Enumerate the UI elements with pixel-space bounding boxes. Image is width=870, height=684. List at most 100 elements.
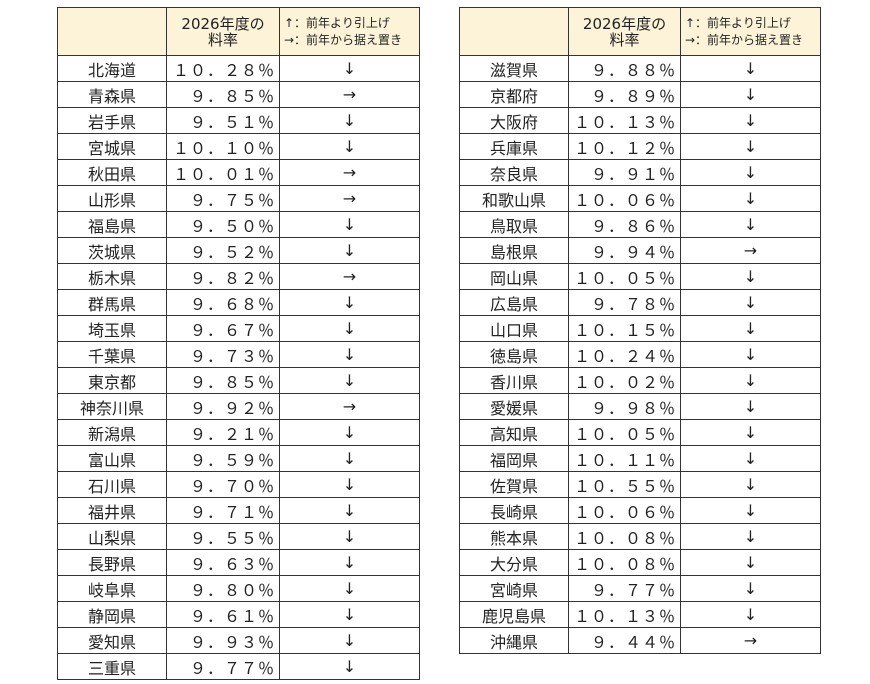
rate: １０．１１％: [568, 445, 681, 472]
header-text: →：前年から据え置き: [284, 32, 403, 47]
prefecture: 宮城県: [57, 133, 167, 160]
prefecture: 新潟県: [57, 419, 167, 446]
rate: ９．７７％: [568, 575, 681, 602]
prefecture: 兵庫県: [459, 133, 569, 160]
prefecture: 大分県: [459, 549, 569, 576]
change: ↓: [279, 289, 420, 316]
data-row: 石川県 ９．７０％ ↓: [57, 471, 420, 498]
header-cell: [57, 7, 167, 56]
prefecture: 福岡県: [459, 445, 569, 472]
data-row: 三重県 ９．７７％ ↓: [57, 653, 420, 680]
change: ↓: [680, 445, 821, 472]
data-row: 高知県 １０．０５％ ↓: [459, 419, 821, 446]
data-row: 群馬県 ９．６８％ ↓: [57, 289, 420, 316]
rate: ９．６１％: [166, 601, 280, 628]
rate: １０．０６％: [568, 185, 681, 212]
data-row: 岡山県 １０．０５％ ↓: [459, 263, 821, 290]
data-row: 東京都 ９．８５％ ↓: [57, 367, 420, 394]
rate: ９．６７％: [166, 315, 280, 342]
data-row: 福岡県 １０．１１％ ↓: [459, 445, 821, 472]
data-row: 宮崎県 ９．７７％ ↓: [459, 575, 821, 602]
prefecture: 石川県: [57, 471, 167, 498]
rate: ９．９３％: [166, 627, 280, 654]
data-row: 大阪府 １０．１３％ ↓: [459, 107, 821, 134]
rate: ９．８８％: [568, 55, 681, 82]
rate: ９．７０％: [166, 471, 280, 498]
data-row: 鹿児島県 １０．１３％ ↓: [459, 601, 821, 628]
rate: ９．７１％: [166, 497, 280, 524]
rate: ９．５０％: [166, 211, 280, 238]
change: →: [279, 81, 420, 108]
data-row: 奈良県 ９．９１％ ↓: [459, 159, 821, 186]
prefecture: 岩手県: [57, 107, 167, 134]
change: ↓: [279, 497, 420, 524]
rate: ９．８５％: [166, 81, 280, 108]
data-row: 熊本県 １０．０８％ ↓: [459, 523, 821, 550]
rate: １０．２４％: [568, 341, 681, 368]
data-row: 京都府 ９．８９％ ↓: [459, 81, 821, 108]
change: ↓: [279, 237, 420, 264]
prefecture: 佐賀県: [459, 471, 569, 498]
prefecture: 山口県: [459, 315, 569, 342]
change: ↓: [680, 55, 821, 82]
header-text: 料率: [207, 30, 238, 49]
prefecture: 愛媛県: [459, 393, 569, 420]
data-row: 和歌山県 １０．０６％ ↓: [459, 185, 821, 212]
rate: ９．５５％: [166, 523, 280, 550]
change: ↓: [279, 419, 420, 446]
data-row: 茨城県 ９．５２％ ↓: [57, 237, 420, 264]
rate: ９．９８％: [568, 393, 681, 420]
prefecture: 沖縄県: [459, 627, 569, 654]
change: ↓: [279, 523, 420, 550]
change: →: [680, 237, 821, 264]
rate: ９．７５％: [166, 185, 280, 212]
rate: ９．７７％: [166, 653, 280, 680]
rate: １０．０５％: [568, 263, 681, 290]
prefecture: 鳥取県: [459, 211, 569, 238]
prefecture: 岐阜県: [57, 575, 167, 602]
change: ↓: [680, 549, 821, 576]
rate: １０．０１％: [166, 159, 280, 186]
rate: ９．９２％: [166, 393, 280, 420]
prefecture: 神奈川県: [57, 393, 167, 420]
header-text: 料率: [609, 30, 640, 49]
rate: １０．０６％: [568, 497, 681, 524]
rate: ９．８６％: [568, 211, 681, 238]
prefecture: 京都府: [459, 81, 569, 108]
change: ↓: [279, 627, 420, 654]
change: ↓: [279, 601, 420, 628]
change: ↓: [680, 315, 821, 342]
data-row: 岐阜県 ９．８０％ ↓: [57, 575, 420, 602]
rate: １０．０５％: [568, 419, 681, 446]
change: ↓: [680, 263, 821, 290]
prefecture: 大阪府: [459, 107, 569, 134]
rate-table: 2026年度の 料率 ↑：前年より引上げ →：前年から据え置き 滋賀県 ９．８８％ ↓ 京都府…: [459, 7, 821, 654]
rate: ９．５１％: [166, 107, 280, 134]
change: ↓: [279, 367, 420, 394]
change: ↓: [279, 549, 420, 576]
prefecture: 埼玉県: [57, 315, 167, 342]
change: ↓: [680, 133, 821, 160]
prefecture: 福井県: [57, 497, 167, 524]
change: ↓: [680, 497, 821, 524]
prefecture: 滋賀県: [459, 55, 569, 82]
rate: ９．６３％: [166, 549, 280, 576]
rate: １０．２８％: [166, 55, 280, 82]
rate: １０．１５％: [568, 315, 681, 342]
change: ↓: [279, 211, 420, 238]
header-row: 2026年度の 料率 ↑：前年より引上げ →：前年から据え置き: [459, 7, 821, 56]
rate: ９．８０％: [166, 575, 280, 602]
rate: ９．８５％: [166, 367, 280, 394]
data-row: 愛媛県 ９．９８％ ↓: [459, 393, 821, 420]
rate: １０．５５％: [568, 471, 681, 498]
data-row: 千葉県 ９．７３％ ↓: [57, 341, 420, 368]
change: ↓: [680, 211, 821, 238]
prefecture: 静岡県: [57, 601, 167, 628]
change: ↓: [680, 107, 821, 134]
header-cell: 2026年度の 料率: [568, 7, 681, 56]
prefecture: 茨城県: [57, 237, 167, 264]
data-row: 神奈川県 ９．９２％ →: [57, 393, 420, 420]
header-row: 2026年度の 料率 ↑：前年より引上げ →：前年から据え置き: [57, 7, 420, 56]
change: ↓: [680, 341, 821, 368]
